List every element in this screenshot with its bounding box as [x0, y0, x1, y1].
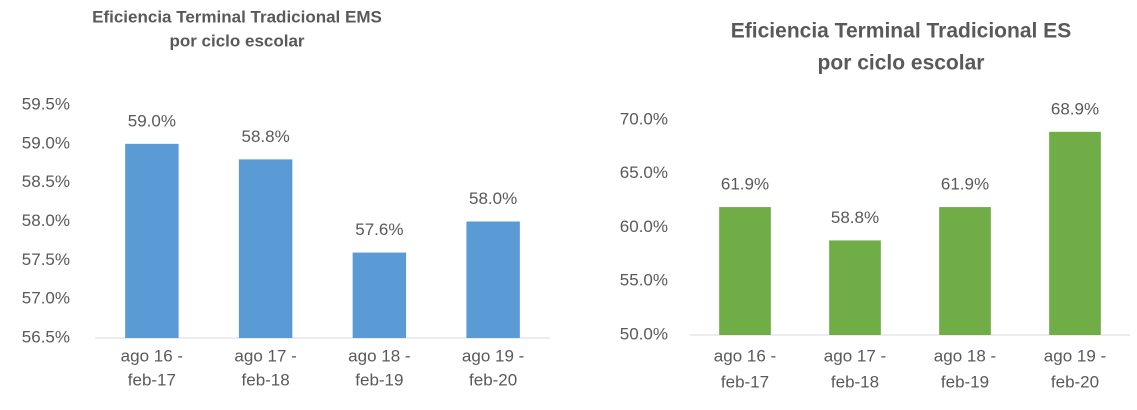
x-tick-label: ago 16 - [121, 346, 183, 365]
y-tick-label: 58.0% [22, 211, 70, 230]
data-label: 58.8% [831, 208, 879, 227]
y-tick-label: 57.0% [22, 289, 70, 308]
chart-title: por ciclo escolar [818, 52, 985, 75]
data-label: 68.9% [1051, 99, 1099, 118]
data-label: 58.0% [469, 189, 517, 208]
data-label: 61.9% [941, 175, 989, 194]
x-tick-label: feb-19 [355, 370, 403, 389]
bar [125, 143, 179, 338]
bar [238, 159, 293, 338]
bar [939, 207, 991, 335]
data-label: 59.0% [128, 111, 176, 130]
data-label: 61.9% [721, 175, 769, 194]
x-tick-label: ago 17 - [234, 346, 296, 365]
x-tick-label: feb-18 [831, 372, 879, 391]
bar [352, 252, 407, 338]
chart-title: Eficiencia Terminal Tradicional EMS [92, 7, 382, 26]
data-label: 58.8% [242, 127, 290, 146]
bar [829, 240, 881, 335]
chart-title: por ciclo escolar [169, 31, 304, 50]
chart-title: Eficiencia Terminal Tradicional ES [731, 20, 1071, 43]
x-tick-label: feb-19 [941, 372, 989, 391]
y-tick-label: 59.0% [22, 133, 70, 152]
x-tick-label: ago 17 - [824, 346, 886, 365]
x-tick-label: ago 19 - [1044, 346, 1106, 365]
x-tick-label: feb-17 [721, 372, 769, 391]
y-tick-label: 60.0% [620, 217, 668, 236]
data-label: 57.6% [355, 220, 403, 239]
y-tick-label: 55.0% [620, 271, 668, 290]
x-tick-label: feb-17 [128, 370, 176, 389]
y-tick-label: 59.5% [22, 94, 70, 113]
y-tick-label: 65.0% [620, 163, 668, 182]
x-tick-label: ago 19 - [462, 346, 524, 365]
x-tick-label: ago 18 - [934, 346, 996, 365]
bar [719, 207, 771, 335]
y-tick-label: 57.5% [22, 250, 70, 269]
x-tick-label: ago 18 - [348, 346, 410, 365]
x-tick-label: ago 16 - [714, 346, 776, 365]
y-tick-label: 56.5% [22, 327, 70, 346]
x-tick-label: feb-18 [242, 370, 290, 389]
x-tick-label: feb-20 [1051, 372, 1099, 391]
y-tick-label: 70.0% [620, 109, 668, 128]
y-tick-label: 50.0% [620, 324, 668, 343]
y-tick-label: 58.5% [22, 172, 70, 191]
x-tick-label: feb-20 [469, 370, 517, 389]
bar [1049, 131, 1101, 335]
bar [466, 221, 520, 338]
